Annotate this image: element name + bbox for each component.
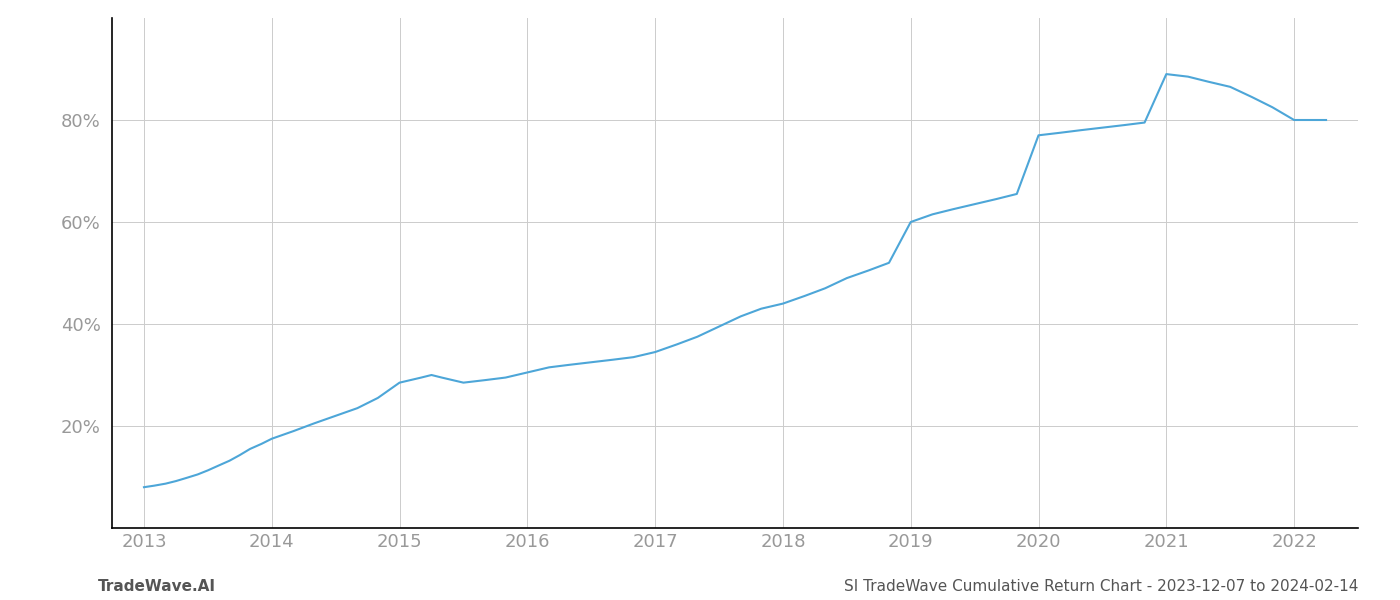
Text: SI TradeWave Cumulative Return Chart - 2023-12-07 to 2024-02-14: SI TradeWave Cumulative Return Chart - 2…	[844, 579, 1358, 594]
Text: TradeWave.AI: TradeWave.AI	[98, 579, 216, 594]
